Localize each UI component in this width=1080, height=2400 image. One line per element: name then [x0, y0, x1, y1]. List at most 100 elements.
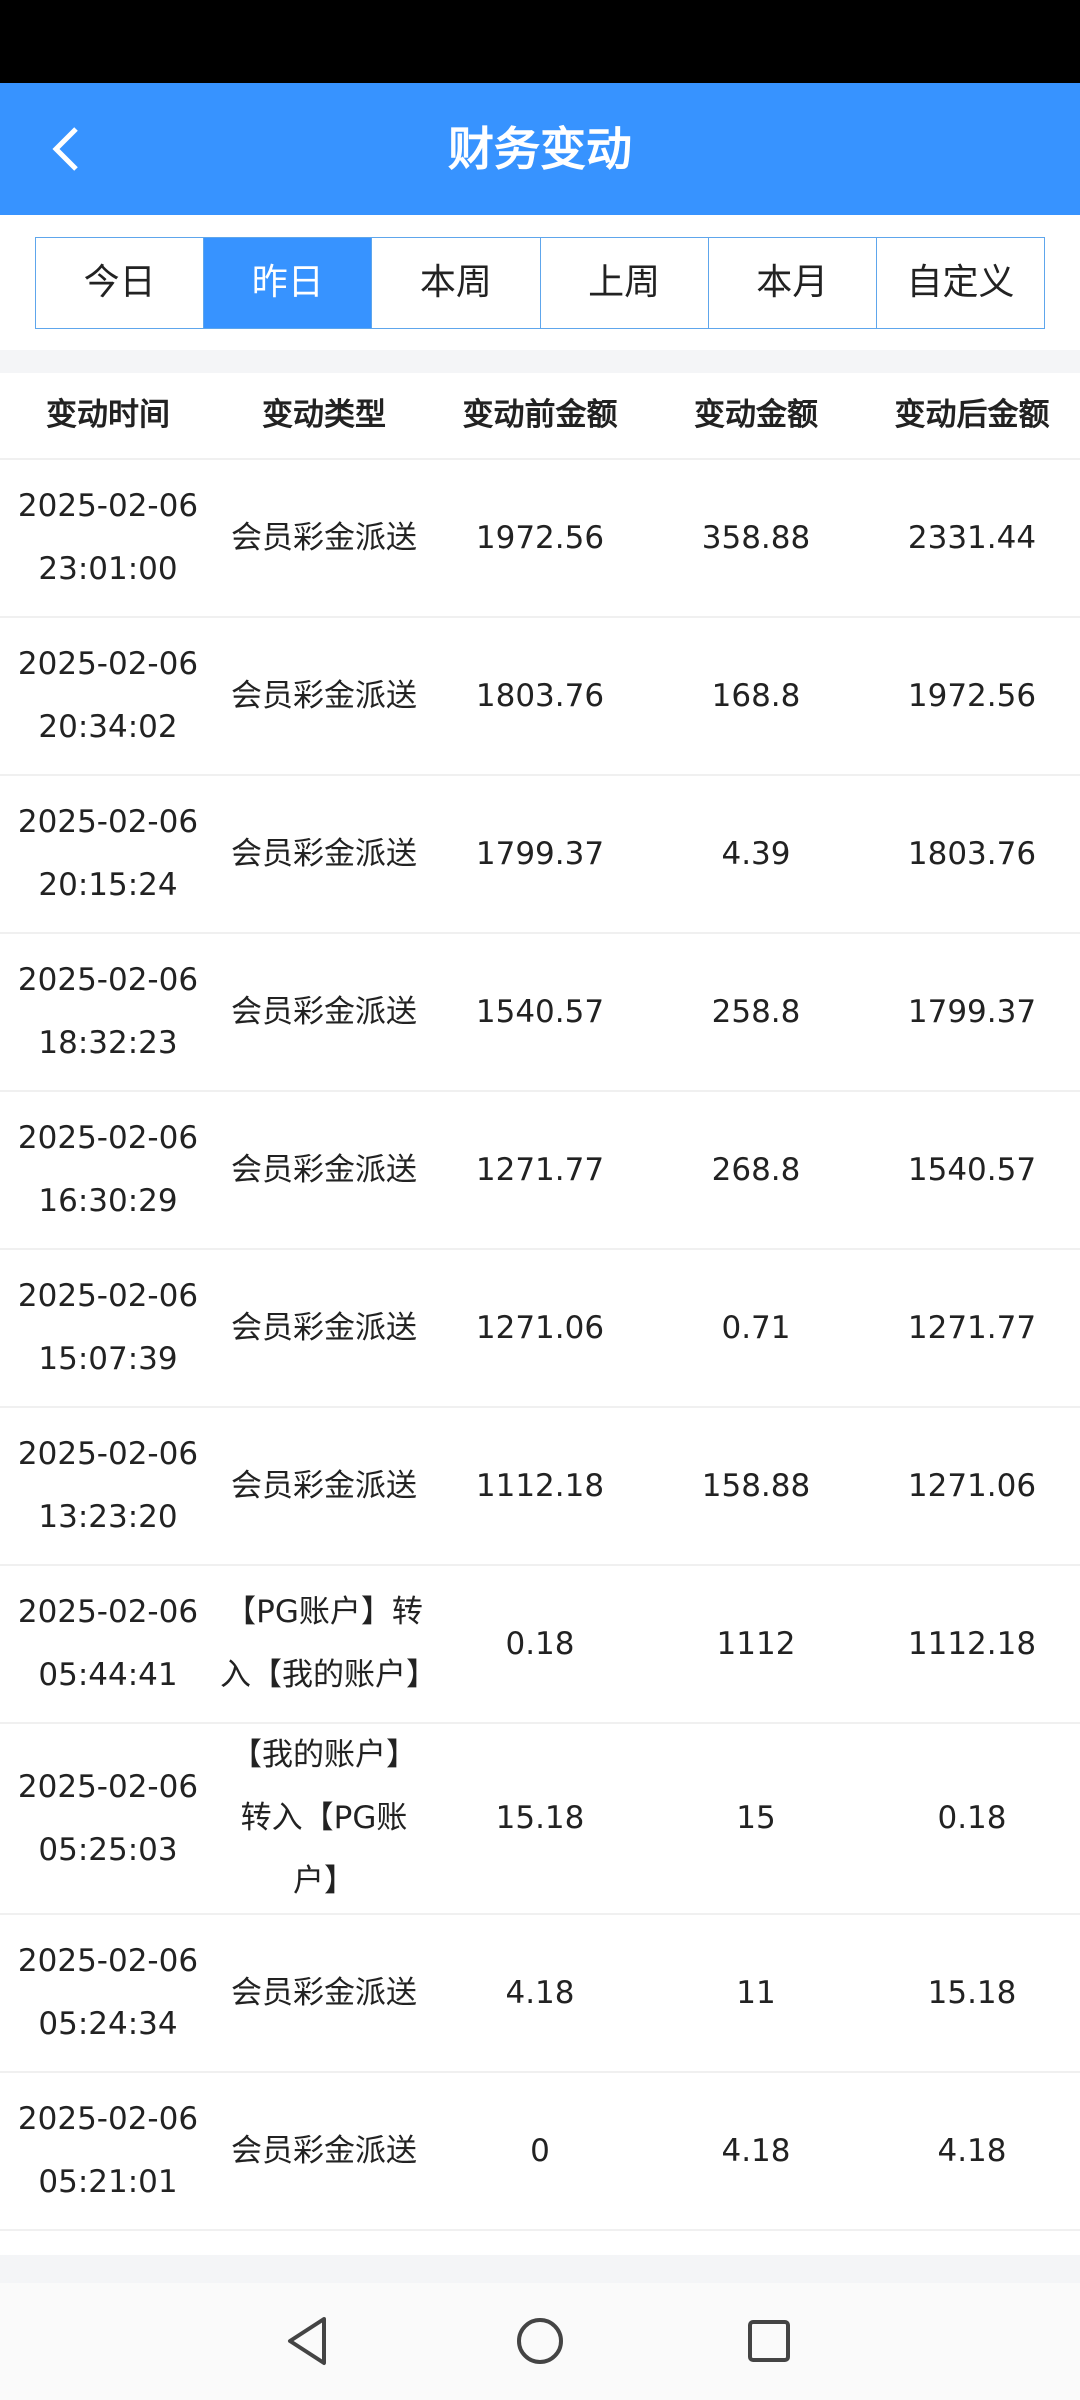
bottom-spacer — [0, 2255, 1080, 2283]
time-cell: 2025-02-06 18:32:23 — [0, 949, 216, 1075]
tab-today[interactable]: 今日 — [36, 238, 205, 328]
time-cell: 2025-02-06 20:15:24 — [0, 791, 216, 917]
date-text: 2025-02-06 — [17, 1278, 199, 1314]
after-amount-cell: 1803.76 — [907, 835, 1037, 872]
change-amount-cell: 358.88 — [701, 519, 811, 556]
transactions-table: 变动时间 变动类型 变动前金额 变动金额 变动后金额 2025-02-06 23:… — [0, 373, 1080, 2231]
table-row: 2025-02-06 05:25:03 【我的账户】转入【PG账户】 15.18 15 0… — [0, 1724, 1080, 1915]
change-amount-cell: 4.18 — [721, 2132, 791, 2169]
type-cell: 【PG账户】转入【我的账户】 — [220, 1594, 437, 1693]
nav-home-button[interactable] — [512, 2313, 568, 2369]
before-amount-cell: 0.18 — [505, 1625, 575, 1662]
after-amount-cell: 4.18 — [937, 2132, 1007, 2169]
type-cell: 会员彩金派送 — [231, 519, 417, 556]
column-header-type: 变动类型 — [262, 397, 386, 433]
date-text: 2025-02-06 — [17, 2101, 199, 2137]
time-text: 05:21:01 — [38, 2164, 178, 2200]
time-text: 16:30:29 — [38, 1183, 178, 1219]
before-amount-cell: 1799.37 — [475, 835, 605, 872]
date-filter-tabs: 今日 昨日 本周 上周 本月 自定义 — [35, 237, 1045, 329]
system-nav-bar — [0, 2283, 1080, 2400]
change-amount-cell: 11 — [736, 1974, 776, 2011]
before-amount-cell: 1271.77 — [475, 1151, 605, 1188]
time-cell: 2025-02-06 20:34:02 — [0, 633, 216, 759]
type-cell: 会员彩金派送 — [231, 993, 417, 1030]
tab-yesterday[interactable]: 昨日 — [204, 238, 373, 328]
time-cell: 2025-02-06 05:21:01 — [0, 2088, 216, 2214]
time-text: 20:15:24 — [38, 867, 178, 903]
time-text: 23:01:00 — [38, 551, 178, 587]
tab-custom[interactable]: 自定义 — [906, 262, 1015, 303]
after-amount-cell: 1271.06 — [907, 1467, 1037, 1504]
before-amount-cell: 15.18 — [495, 1800, 585, 1836]
column-header-before: 变动前金额 — [462, 397, 618, 433]
date-text: 2025-02-06 — [17, 804, 199, 840]
table-header: 变动时间 变动类型 变动前金额 变动金额 变动后金额 — [0, 373, 1080, 460]
type-cell: 会员彩金派送 — [231, 1151, 417, 1188]
date-text: 2025-02-06 — [17, 1594, 199, 1630]
date-text: 2025-02-06 — [17, 646, 199, 682]
table-row: 2025-02-06 13:23:20 会员彩金派送 1112.18 158.88 127… — [0, 1408, 1080, 1566]
before-amount-cell: 0 — [530, 2132, 550, 2169]
before-amount-cell: 1271.06 — [475, 1309, 605, 1346]
tab-this-week[interactable]: 本周 — [372, 238, 541, 328]
date-text: 2025-02-06 — [17, 1943, 199, 1979]
date-text: 2025-02-06 — [17, 1436, 199, 1472]
column-header-amount: 变动金额 — [694, 397, 818, 433]
type-cell: 【我的账户】转入【PG账户】 — [231, 1737, 417, 1899]
after-amount-cell: 1799.37 — [907, 993, 1037, 1030]
after-amount-cell: 2331.44 — [907, 519, 1037, 556]
table-row: 2025-02-06 05:24:34 会员彩金派送 4.18 11 15.18 — [0, 1915, 1080, 2073]
table-row: 2025-02-06 18:32:23 会员彩金派送 1540.57 258.8 1799… — [0, 934, 1080, 1092]
change-amount-cell: 15 — [736, 1800, 776, 1836]
time-text: 05:44:41 — [38, 1657, 178, 1693]
after-amount-cell: 1540.57 — [907, 1151, 1037, 1188]
before-amount-cell: 1803.76 — [475, 677, 605, 714]
time-text: 18:32:23 — [38, 1025, 178, 1061]
nav-back-button[interactable] — [280, 2313, 336, 2369]
change-amount-cell: 258.8 — [711, 993, 801, 1030]
after-amount-cell: 15.18 — [927, 1974, 1017, 2011]
page-title: 财务变动 — [448, 122, 632, 176]
table-row: 2025-02-06 23:01:00 会员彩金派送 1972.56 358.88 233… — [0, 460, 1080, 618]
time-text: 20:34:02 — [38, 709, 178, 745]
table-row: 2025-02-06 05:44:41 【PG账户】转入【我的账户】 0.18 1112… — [0, 1566, 1080, 1724]
back-triangle-icon — [288, 2317, 326, 2365]
table-row: 2025-02-06 16:30:29 会员彩金派送 1271.77 268.8 1540… — [0, 1092, 1080, 1250]
column-header-after: 变动后金额 — [894, 397, 1050, 433]
time-cell: 2025-02-06 05:44:41 — [0, 1581, 216, 1707]
column-header-time: 变动时间 — [46, 397, 170, 433]
change-amount-cell: 0.71 — [721, 1309, 791, 1346]
date-text: 2025-02-06 — [17, 1768, 199, 1805]
tab-this-month[interactable]: 本月 — [709, 238, 877, 328]
change-amount-cell: 1112 — [716, 1625, 796, 1662]
time-cell: 2025-02-06 05:24:34 — [0, 1930, 216, 2056]
time-cell: 2025-02-06 13:23:20 — [0, 1423, 216, 1549]
time-cell: 2025-02-06 05:25:03 — [0, 1756, 216, 1882]
home-circle-icon — [517, 2318, 563, 2364]
table-row: 2025-02-06 15:07:39 会员彩金派送 1271.06 0.71 1271.… — [0, 1250, 1080, 1408]
type-cell: 会员彩金派送 — [231, 835, 417, 872]
recents-square-icon — [748, 2320, 790, 2362]
time-text: 05:25:03 — [38, 1831, 178, 1868]
change-amount-cell: 158.88 — [701, 1467, 811, 1504]
after-amount-cell: 1271.77 — [907, 1309, 1037, 1346]
date-text: 2025-02-06 — [17, 1120, 199, 1156]
chevron-left-icon — [52, 127, 78, 171]
table-row: 2025-02-06 20:34:02 会员彩金派送 1803.76 168.8 1972… — [0, 618, 1080, 776]
time-cell: 2025-02-06 15:07:39 — [0, 1265, 216, 1391]
time-text: 05:24:34 — [38, 2006, 178, 2042]
tab-last-week[interactable]: 上周 — [541, 238, 709, 328]
before-amount-cell: 1112.18 — [475, 1467, 605, 1504]
back-button[interactable] — [44, 123, 96, 175]
before-amount-cell: 1972.56 — [475, 519, 605, 556]
type-cell: 会员彩金派送 — [231, 677, 417, 714]
type-cell: 会员彩金派送 — [231, 1309, 417, 1346]
time-text: 13:23:20 — [38, 1499, 178, 1535]
time-text: 15:07:39 — [38, 1341, 178, 1377]
change-amount-cell: 4.39 — [721, 835, 791, 872]
status-bar — [0, 0, 1080, 83]
nav-recents-button[interactable] — [741, 2313, 797, 2369]
change-amount-cell: 268.8 — [711, 1151, 801, 1188]
after-amount-cell: 1972.56 — [907, 677, 1037, 714]
